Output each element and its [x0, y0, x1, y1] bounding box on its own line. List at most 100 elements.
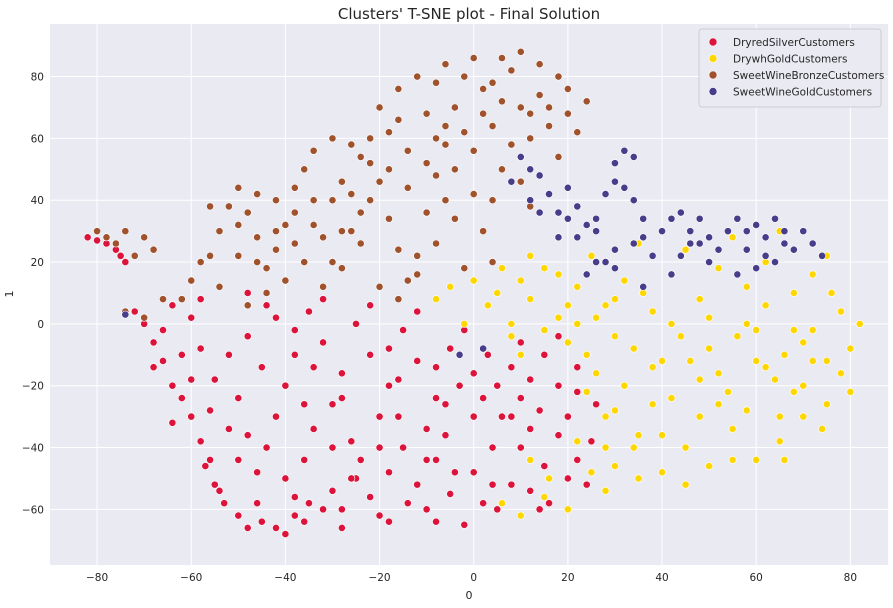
- data-point: [305, 307, 313, 316]
- data-point: [441, 400, 450, 409]
- data-point: [347, 227, 356, 236]
- data-point: [658, 227, 666, 236]
- data-point: [695, 239, 704, 248]
- data-point: [855, 319, 864, 328]
- data-point: [347, 437, 356, 446]
- series-SweetWineGoldCustomers: [121, 146, 826, 359]
- data-point: [337, 227, 346, 236]
- data-point: [243, 289, 252, 297]
- data-point: [441, 122, 450, 130]
- data-point: [705, 462, 714, 470]
- data-point: [488, 443, 497, 452]
- legend: DryredSilverCustomers DrywhGoldCustomers S…: [698, 28, 884, 108]
- data-point: [319, 505, 327, 514]
- data-point: [587, 437, 596, 446]
- series-DryredSilverCustomers: [83, 233, 601, 538]
- data-point: [366, 134, 375, 143]
- data-point: [422, 505, 431, 514]
- data-point: [413, 251, 422, 260]
- data-point: [272, 196, 280, 205]
- data-point: [648, 400, 657, 409]
- data-point: [728, 425, 737, 433]
- data-point: [224, 202, 233, 211]
- data-point: [375, 511, 384, 520]
- data-point: [789, 326, 798, 334]
- data-point: [705, 313, 714, 322]
- data-point: [498, 97, 506, 106]
- data-point: [658, 468, 666, 477]
- data-point: [592, 258, 601, 266]
- legend-marker: [708, 70, 718, 80]
- data-point: [535, 171, 544, 180]
- data-point: [563, 505, 572, 514]
- data-point: [507, 363, 516, 372]
- data-point: [159, 295, 167, 304]
- data-point: [611, 332, 619, 341]
- data-point: [761, 301, 770, 310]
- data-point: [695, 214, 704, 223]
- data-point: [742, 245, 751, 254]
- legend-label: DrywhGoldCustomers: [733, 54, 847, 66]
- data-point: [234, 455, 243, 464]
- x-tick-label: 80: [844, 572, 857, 584]
- data-point: [422, 455, 431, 464]
- data-point: [201, 462, 210, 470]
- data-point: [432, 517, 440, 526]
- data-point: [582, 387, 591, 396]
- data-point: [253, 233, 262, 242]
- data-point: [305, 499, 313, 508]
- data-point: [177, 350, 186, 359]
- data-point: [611, 406, 619, 415]
- data-point: [446, 489, 455, 498]
- data-point: [582, 221, 591, 229]
- data-point: [629, 344, 638, 353]
- data-point: [827, 289, 836, 297]
- data-point: [563, 338, 572, 347]
- data-point: [498, 499, 506, 508]
- data-point: [206, 251, 214, 260]
- data-point: [573, 128, 582, 137]
- data-point: [733, 332, 742, 341]
- data-point: [479, 227, 488, 236]
- x-tick-label: −20: [368, 572, 390, 584]
- data-point: [545, 103, 553, 112]
- data-point: [479, 499, 488, 508]
- data-point: [337, 505, 346, 514]
- data-point: [272, 412, 280, 421]
- data-point: [441, 196, 450, 205]
- data-point: [432, 134, 440, 143]
- data-point: [526, 251, 535, 260]
- data-point: [394, 375, 403, 384]
- data-point: [516, 47, 525, 56]
- data-point: [526, 425, 535, 433]
- data-point: [479, 109, 488, 118]
- data-point: [93, 227, 101, 236]
- data-point: [493, 505, 502, 514]
- data-point: [648, 363, 657, 372]
- data-point: [799, 412, 808, 421]
- data-point: [582, 97, 591, 106]
- data-point: [714, 245, 723, 254]
- data-point: [526, 109, 535, 118]
- data-point: [206, 202, 214, 211]
- data-point: [545, 474, 553, 483]
- data-point: [394, 412, 403, 421]
- data-point: [347, 474, 356, 483]
- scatter-points: [83, 47, 864, 538]
- data-point: [667, 270, 676, 279]
- data-point: [818, 251, 826, 260]
- data-point: [243, 301, 252, 310]
- data-point: [479, 85, 488, 93]
- data-point: [611, 264, 619, 273]
- data-point: [676, 332, 685, 341]
- data-point: [257, 363, 266, 372]
- data-point: [455, 381, 464, 390]
- data-point: [366, 196, 375, 205]
- series-DrywhGoldCustomers: [432, 227, 864, 520]
- data-point: [516, 350, 525, 359]
- data-point: [290, 208, 299, 217]
- data-point: [432, 394, 440, 402]
- data-point: [526, 295, 535, 304]
- data-point: [592, 313, 601, 322]
- data-point: [469, 468, 478, 477]
